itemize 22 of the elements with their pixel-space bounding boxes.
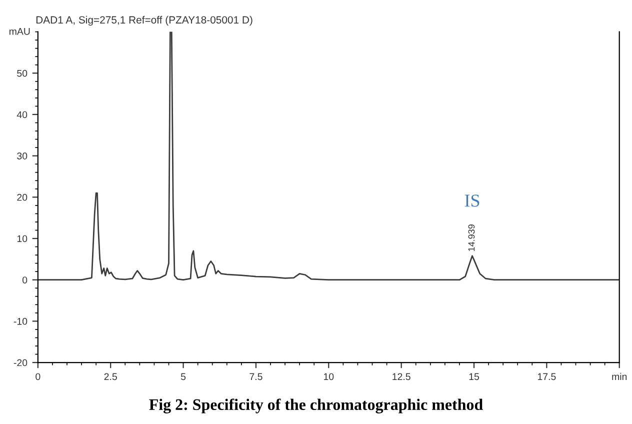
x-tick-label: 2.5 — [104, 373, 117, 380]
x-tick-label: min — [612, 372, 627, 380]
y-tick-label: 20 — [17, 194, 28, 201]
y-tick-label: -20 — [14, 359, 28, 366]
x-tick-label: 10 — [324, 373, 334, 380]
y-tick-label: 10 — [17, 235, 28, 242]
x-tick-label: 12.5 — [392, 373, 410, 380]
caption: Fig 2: Specificity of the chromatographic method — [149, 398, 483, 414]
x-tick-label: 17.5 — [538, 373, 556, 380]
annotation: 14.939 — [468, 224, 475, 252]
y-tick-label: -10 — [14, 318, 28, 325]
chart-title: DAD1 A, Sig=275,1 Ref=off (PZAY18-05001 D) — [36, 16, 252, 26]
x-tick-label: 15 — [469, 373, 479, 380]
y-tick-label: 30 — [17, 152, 28, 160]
x-tick-label: 5 — [180, 373, 186, 380]
annotation: IS — [464, 194, 480, 207]
x-tick-label: 0 — [36, 373, 40, 380]
y-tick-label: 0 — [22, 276, 28, 284]
x-tick-label: 7.5 — [250, 373, 262, 380]
y-tick-label: 50 — [17, 70, 28, 77]
y-tick-label: 40 — [16, 111, 28, 118]
y-axis-title: mAU — [9, 28, 30, 35]
